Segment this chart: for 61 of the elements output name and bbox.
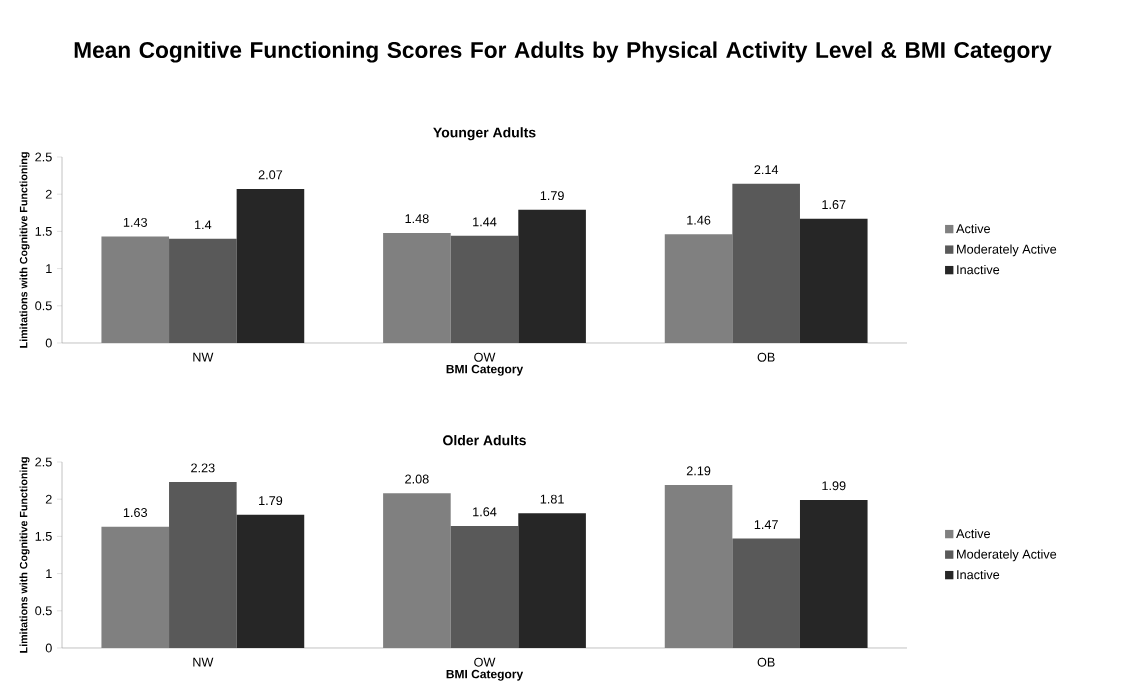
data-label: 1.81 — [540, 494, 564, 504]
x-axis-title: BMI Category — [446, 669, 524, 681]
x-tick-label: OB — [757, 352, 775, 362]
y-tick-label: 2 — [45, 494, 52, 504]
y-axis-title: Limitations with Cognitive Functioning — [19, 457, 30, 653]
data-label: 1.43 — [123, 217, 147, 227]
data-label: 2.23 — [191, 463, 215, 473]
bar — [518, 513, 586, 648]
legend-label: Moderately Active — [957, 244, 1057, 257]
data-label: 1.79 — [540, 191, 564, 201]
x-axis-title: BMI Category — [446, 364, 524, 376]
chart-title: Older Adults — [443, 435, 526, 446]
legend-label: Moderately Active — [957, 549, 1057, 562]
x-tick-label: NW — [193, 352, 214, 362]
legend-label: Active — [956, 528, 990, 539]
bar — [169, 238, 237, 343]
x-tick-label: OB — [757, 657, 775, 667]
data-label: 2.19 — [686, 466, 711, 476]
data-label: 1.46 — [687, 215, 711, 225]
data-label: 2.08 — [405, 474, 429, 484]
bar — [518, 209, 586, 343]
bar — [169, 482, 237, 648]
data-label: 1.67 — [822, 200, 846, 210]
x-tick-label: OW — [474, 352, 496, 362]
bar — [799, 218, 868, 343]
data-label: 1.63 — [123, 508, 147, 518]
data-label: 1.99 — [822, 481, 846, 491]
y-tick-label: 1 — [46, 569, 52, 578]
bar — [732, 183, 800, 343]
chart-subtitle: Younger Adults — [433, 127, 536, 141]
legend-label: Inactive — [957, 264, 1000, 275]
y-tick-label: 0.5 — [35, 301, 52, 311]
bar — [236, 188, 305, 343]
x-tick-label: NW — [193, 657, 214, 667]
bar — [236, 514, 305, 648]
data-label: 1.64 — [473, 507, 497, 517]
data-label: 1.47 — [754, 520, 778, 529]
legend-label: Active — [956, 223, 990, 234]
y-tick-label: 1.5 — [35, 226, 52, 236]
y-tick-label: 2.5 — [35, 152, 52, 162]
bar — [799, 499, 868, 648]
y-tick-label: 2.5 — [35, 457, 52, 467]
bar — [450, 235, 519, 343]
data-label: 2.14 — [754, 165, 779, 175]
bar — [732, 538, 800, 648]
y-tick-label: 1 — [46, 264, 52, 273]
data-label: 1.79 — [259, 496, 283, 506]
legend-label: Inactive — [957, 569, 1000, 580]
chart-title: Mean Cognitive Functioning Scores For Adults by Physical Activity Level & BMI Category — [74, 41, 1052, 63]
y-tick-label: 2 — [45, 189, 52, 199]
y-tick-label: 1.5 — [35, 531, 52, 541]
y-tick-label: 0 — [45, 338, 52, 348]
data-label: 1.4 — [195, 220, 212, 230]
data-label: 2.07 — [258, 170, 283, 180]
bar — [450, 525, 519, 648]
x-tick-label: OW — [474, 657, 496, 667]
y-axis-title: Limitations with Cognitive Functioning — [19, 152, 30, 348]
y-tick-label: 0 — [45, 643, 52, 653]
data-label: 1.44 — [473, 217, 497, 227]
data-label: 1.48 — [405, 214, 429, 224]
y-tick-label: 0.5 — [35, 606, 52, 616]
